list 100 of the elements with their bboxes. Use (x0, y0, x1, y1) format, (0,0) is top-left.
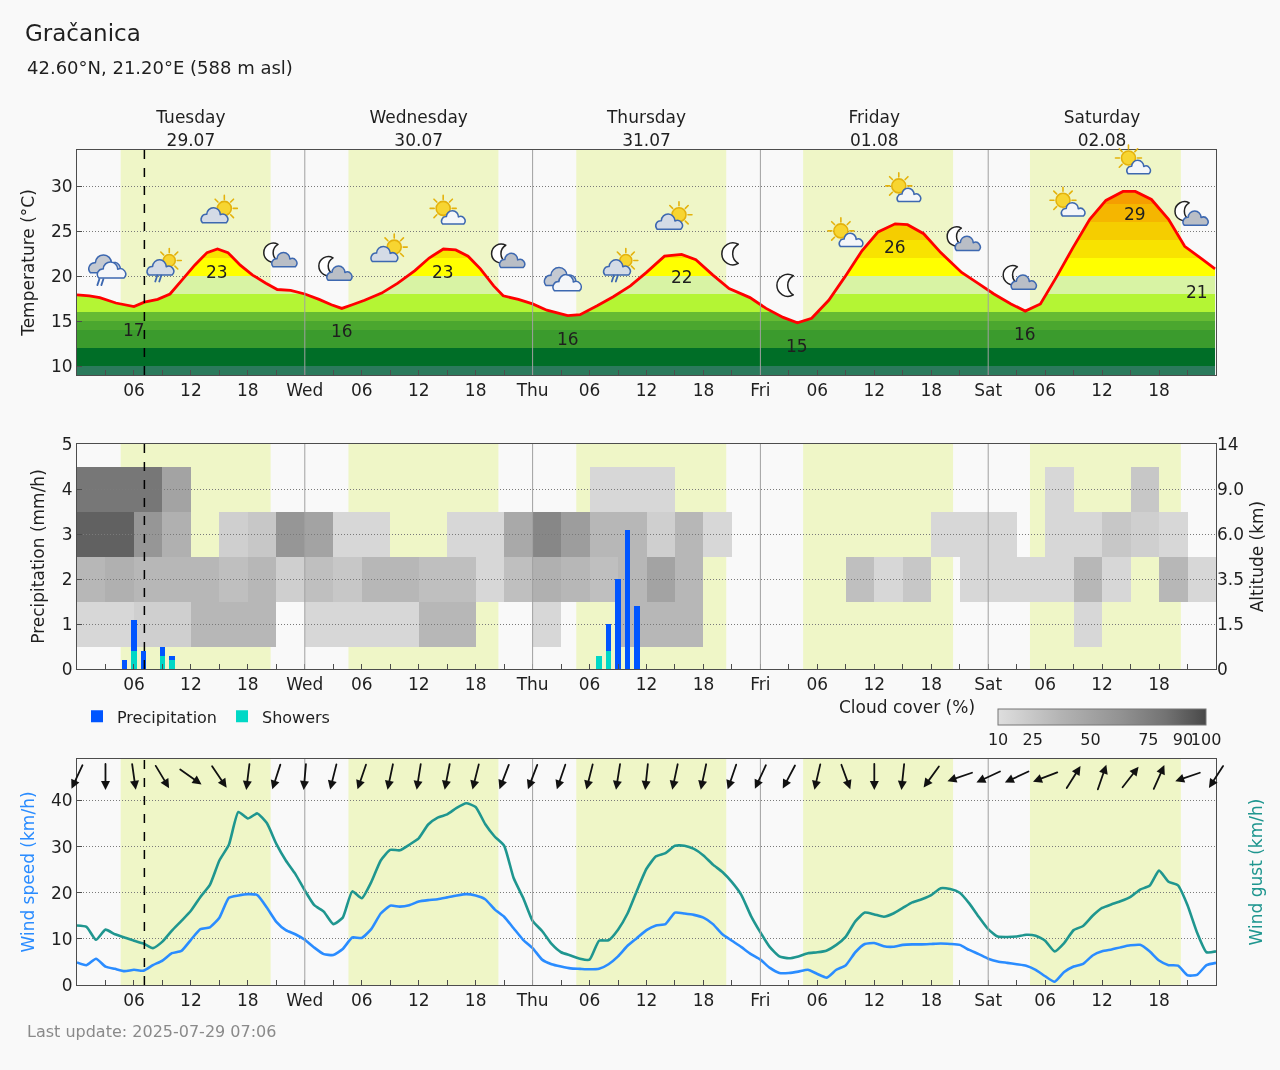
x-tick-label: 18 (920, 674, 943, 695)
x-tick-label: 12 (863, 990, 886, 1011)
x-tick-label: 12 (863, 380, 886, 401)
legend-label: Showers (262, 707, 330, 727)
y-axis-title: Precipitation (mm/h) (28, 469, 49, 644)
y-tick-label: 30 (50, 175, 73, 196)
x-tick-label: 06 (578, 990, 601, 1011)
y-tick-label: 5 (61, 433, 73, 454)
x-tick-label: 18 (920, 380, 943, 401)
x-tick-label: Sat (974, 990, 1003, 1011)
x-tick-label: 06 (350, 380, 373, 401)
y-tick-label: 10 (50, 928, 73, 949)
y-tick-label: 14 (1217, 433, 1239, 454)
y-tick-label: 20 (50, 265, 73, 286)
color-bar-label: 25 (1022, 730, 1043, 750)
x-tick-label: 06 (806, 990, 829, 1011)
bar (131, 619, 137, 651)
x-tick-label: 06 (1034, 380, 1056, 401)
x-tick-label: 12 (180, 380, 202, 401)
x-tick-label: Thu (515, 674, 549, 695)
x-tick-label: 12 (180, 674, 202, 695)
y-tick-label: 0 (61, 658, 73, 679)
bar (131, 651, 137, 669)
x2-tick-label: Friday 01.08 (848, 107, 901, 150)
y-tick-label: 6.0 (1217, 523, 1245, 544)
x-tick-label: 18 (692, 990, 715, 1011)
line-series (77, 801, 1216, 961)
x-tick-label: 18 (237, 990, 259, 1011)
x-tick-label: 06 (1034, 674, 1056, 695)
bar (605, 624, 612, 651)
x-tick-label: 18 (464, 990, 487, 1011)
x-tick-label: 18 (1148, 990, 1170, 1011)
legend-label: Precipitation (117, 707, 218, 727)
x-tick-label: 06 (123, 990, 145, 1011)
x-tick-label: 12 (635, 990, 658, 1011)
x-tick-label: Thu (515, 990, 549, 1011)
x-tick-label: 18 (464, 380, 487, 401)
x-tick-label: 12 (863, 674, 886, 695)
bar (169, 655, 175, 660)
chart-title: Gračanica (25, 20, 141, 47)
bar (121, 660, 128, 669)
x-tick-label: Fri (750, 990, 771, 1011)
y-tick-label: 15 (50, 310, 73, 331)
data-label: 29 (1124, 204, 1146, 224)
x-tick-label: 06 (1034, 990, 1056, 1011)
x-tick-label: Thu (515, 380, 549, 401)
x-tick-label: 18 (920, 990, 943, 1011)
x-tick-label: 12 (635, 380, 658, 401)
x-tick-label: 18 (692, 380, 715, 401)
chart-subtitle: 42.60°N, 21.20°E (588 m asl) (27, 57, 293, 78)
y-tick-label: 9.0 (1217, 478, 1245, 499)
x-tick-label: 06 (123, 380, 145, 401)
y2-axis-title: Wind gust (km/h) (1246, 798, 1267, 946)
y-tick-label: 25 (50, 220, 73, 241)
data-label: 26 (884, 237, 906, 257)
data-label: 15 (786, 336, 808, 356)
y-axis-title: Temperature (°C) (17, 189, 38, 337)
color-bar-label: 10 (987, 730, 1009, 750)
x2-tick-label: Thursday 31.07 (605, 107, 687, 150)
x2-tick-label: Tuesday 29.07 (155, 107, 226, 150)
line-series (77, 892, 1216, 984)
bar (169, 660, 175, 669)
x-tick-label: 12 (180, 990, 202, 1011)
bar (596, 655, 602, 669)
x-tick-label: 06 (806, 674, 829, 695)
x-tick-label: Wed (286, 990, 324, 1011)
bar (605, 651, 612, 669)
x-tick-label: 18 (1148, 674, 1170, 695)
x-tick-label: 06 (578, 380, 601, 401)
y-tick-label: 0 (61, 974, 73, 995)
color-bar-title: Cloud cover (%) (839, 697, 976, 717)
x-tick-label: 06 (123, 674, 145, 695)
x-tick-label: Wed (286, 380, 324, 401)
data-label: 16 (331, 321, 353, 341)
x-tick-label: 12 (407, 380, 430, 401)
x-tick-label: 06 (350, 990, 373, 1011)
x-tick-label: 12 (407, 990, 430, 1011)
y-tick-label: 30 (50, 836, 73, 857)
bar (624, 529, 631, 669)
y-axis-title: Wind speed (km/h) (17, 791, 38, 953)
data-label: 16 (557, 329, 579, 349)
y-axis-title: Altitude (km) (1247, 500, 1268, 613)
color-bar-label: 75 (1138, 730, 1159, 750)
y-tick-label: 20 (50, 882, 73, 903)
data-label: 21 (1186, 282, 1208, 302)
data-label: 16 (1014, 324, 1036, 344)
x2-tick-label: Wednesday 30.07 (369, 107, 468, 150)
x-tick-label: Sat (974, 674, 1003, 695)
x-tick-label: Fri (750, 380, 771, 401)
x-tick-label: 12 (1091, 990, 1113, 1011)
y-tick-label: 10 (50, 355, 73, 376)
bar (615, 579, 621, 669)
y-tick-label: 40 (50, 790, 73, 811)
bar (634, 606, 640, 669)
x-tick-label: 18 (237, 674, 259, 695)
y-tick-label: 0 (1217, 658, 1228, 679)
text: Last update: 2025-07-29 07:06 (27, 1022, 277, 1041)
y-tick-label: 2 (61, 568, 73, 589)
y-tick-label: 1.5 (1217, 613, 1245, 634)
x2-tick-label: Saturday 02.08 (1063, 107, 1141, 150)
